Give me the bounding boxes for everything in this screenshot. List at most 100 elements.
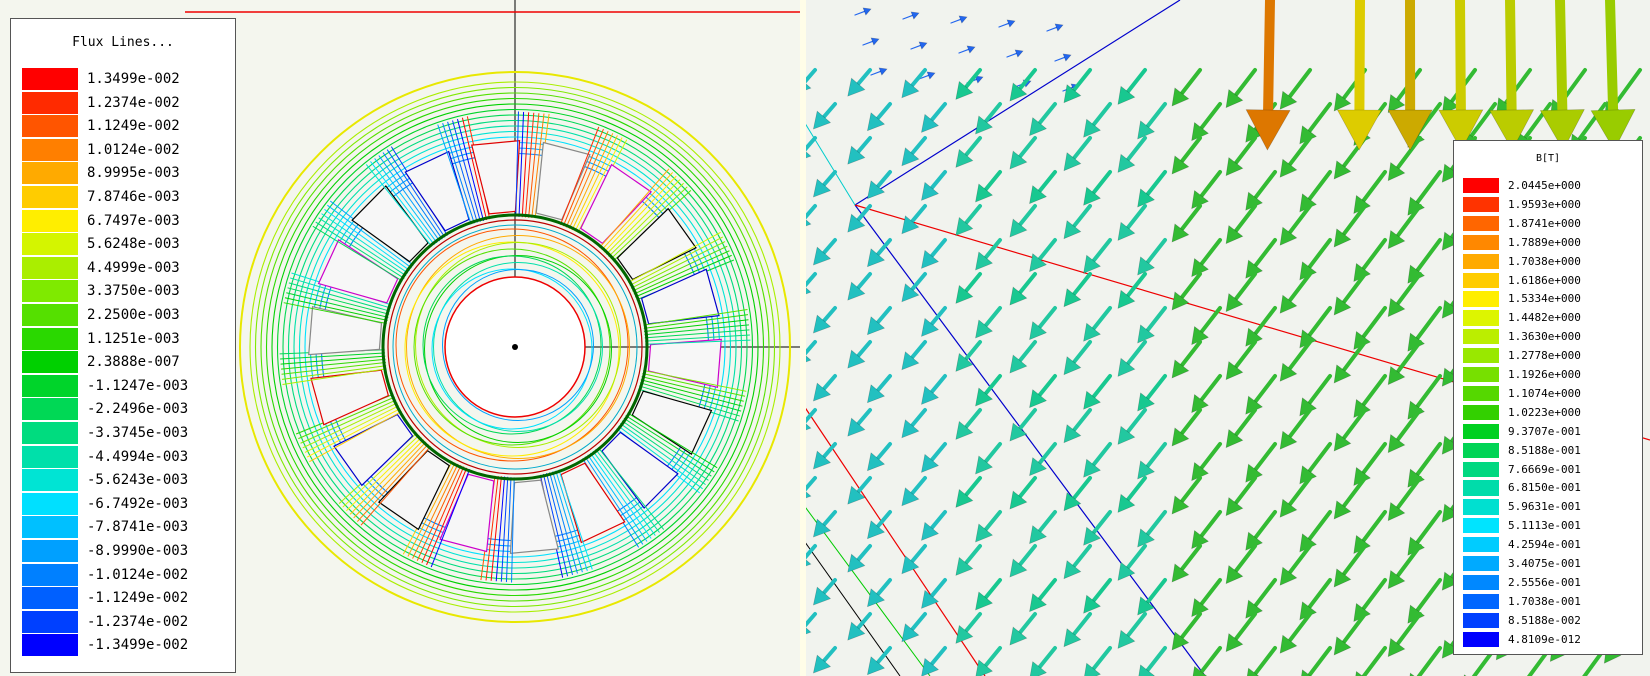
legend-value-label: 3.3750e-003 <box>87 283 180 300</box>
field-arrow-head <box>1137 256 1155 276</box>
field-arrow-head <box>812 518 832 538</box>
field-arrow-head <box>1333 364 1352 384</box>
b-legend-entry: 4.8109e-012 <box>1462 630 1637 648</box>
legend-color-swatch <box>1462 290 1500 308</box>
field-arrow-shaft <box>875 578 892 597</box>
field-arrow-shaft <box>1341 204 1367 237</box>
field-arrow-head <box>1387 93 1406 114</box>
field-arrow-head <box>1441 299 1460 319</box>
b-legend-entry: 2.0445e+000 <box>1462 177 1637 195</box>
field-arrow-shaft <box>983 306 1002 328</box>
stator-slot <box>509 479 559 555</box>
field-arrow-head <box>867 452 886 472</box>
field-arrow-shaft <box>1253 442 1277 472</box>
field-arrow-shaft <box>802 204 817 221</box>
field-arrow-head <box>975 523 994 543</box>
field-arrow-head <box>867 112 886 132</box>
field-arrow-head <box>1063 220 1082 240</box>
field-arrow-shaft <box>821 578 837 595</box>
field-arrow-head <box>1083 594 1101 614</box>
field-arrow-shaft <box>964 408 982 430</box>
field-arrow-head <box>1441 503 1460 523</box>
tooth-flux-line <box>461 117 488 221</box>
flux-legend-entry: 2.3888e-007 <box>21 350 227 375</box>
field-arrow-head <box>1062 53 1072 62</box>
field-arrow-head <box>1083 118 1101 138</box>
field-arrow-shaft <box>983 170 1002 192</box>
stator-outer-boundary <box>239 71 791 623</box>
field-arrow-head <box>1387 161 1406 182</box>
tooth-flux-line <box>353 441 427 519</box>
field-arrow-shaft <box>1263 0 1275 116</box>
field-arrow-head <box>1137 120 1155 140</box>
field-arrow-head <box>1083 526 1101 546</box>
field-arrow-head <box>847 417 866 437</box>
legend-color-swatch <box>1462 611 1500 629</box>
field-arrow-shaft <box>1199 374 1222 402</box>
b-legend-entry: 2.5556e-001 <box>1462 573 1637 592</box>
legend-value-label: -1.0124e-002 <box>87 566 189 583</box>
field-arrow-shaft <box>856 612 872 630</box>
field-arrow-head <box>955 556 974 576</box>
legend-value-label: 4.2594e-001 <box>1508 538 1581 552</box>
flux-lines-view[interactable]: Flux Lines... 1.3499e-002 1.2374e-002 1.12… <box>0 0 800 676</box>
field-arrow-shaft <box>1006 52 1018 58</box>
field-arrow-head <box>921 521 940 541</box>
tooth-flux-line <box>327 204 412 269</box>
field-arrow-shaft <box>1253 306 1277 336</box>
stator-slot <box>351 185 429 263</box>
field-arrow-head <box>921 113 940 133</box>
field-arrow-shaft <box>983 646 1002 668</box>
field-arrow-head <box>1441 163 1460 183</box>
field-arrow-shaft <box>964 340 982 362</box>
tooth-flux-line <box>584 456 644 545</box>
field-arrow-head <box>966 45 976 54</box>
field-arrow-shaft <box>1071 68 1092 93</box>
field-arrow-shaft <box>1505 0 1517 116</box>
field-arrow-shaft <box>1199 306 1222 334</box>
legend-color-swatch <box>1462 592 1500 611</box>
field-arrow-head <box>1063 628 1082 648</box>
tooth-flux-line <box>639 385 740 417</box>
flux-lines-plot[interactable] <box>0 0 800 676</box>
field-arrow-shaft <box>1179 476 1202 504</box>
flux-contour <box>254 86 776 608</box>
field-arrow-shaft <box>1091 170 1112 195</box>
legend-color-swatch <box>21 444 79 469</box>
field-arrow-shaft <box>802 340 817 357</box>
field-arrow-shaft <box>998 22 1010 28</box>
field-arrow-shaft <box>929 510 947 531</box>
tooth-flux-line <box>603 175 677 253</box>
field-arrow-head <box>1171 87 1190 107</box>
field-arrow-shaft <box>856 340 872 358</box>
field-arrow-shaft <box>1307 374 1332 406</box>
legend-value-label: 9.3707e-001 <box>1508 424 1581 438</box>
tooth-flux-line <box>562 128 604 227</box>
legend-value-label: 6.8150e-001 <box>1508 481 1581 495</box>
field-arrow-head <box>958 15 968 24</box>
field-arrow-head <box>1009 354 1028 374</box>
stator-slot <box>377 449 451 531</box>
tooth-flux-line <box>643 369 747 392</box>
field-arrow-head <box>1333 160 1352 180</box>
legend-value-label: 1.8741e+000 <box>1508 216 1581 230</box>
field-arrow-head <box>1171 427 1190 447</box>
field-arrow-shaft <box>929 170 947 191</box>
field-arrow-shaft <box>1233 340 1257 369</box>
tooth-flux-line <box>559 126 600 225</box>
field-arrow-shaft <box>983 374 1002 396</box>
field-arrow-shaft <box>1415 238 1442 273</box>
field-arrow-shaft <box>1091 442 1112 467</box>
field-arrow-shaft <box>1233 68 1257 97</box>
tooth-flux-line <box>643 314 749 329</box>
stator-slot <box>601 431 679 509</box>
field-arrow-head <box>1225 89 1244 109</box>
field-arrow-head <box>1006 19 1016 28</box>
field-arrow-head <box>1117 85 1136 105</box>
tooth-flux-line <box>629 236 724 286</box>
field-arrow-head <box>1063 560 1082 580</box>
legend-value-label: 1.1249e-002 <box>87 118 180 135</box>
field-arrow-shaft <box>1037 238 1057 262</box>
tooth-flux-line <box>619 423 706 486</box>
legend-value-label: 5.1113e-001 <box>1508 519 1581 533</box>
